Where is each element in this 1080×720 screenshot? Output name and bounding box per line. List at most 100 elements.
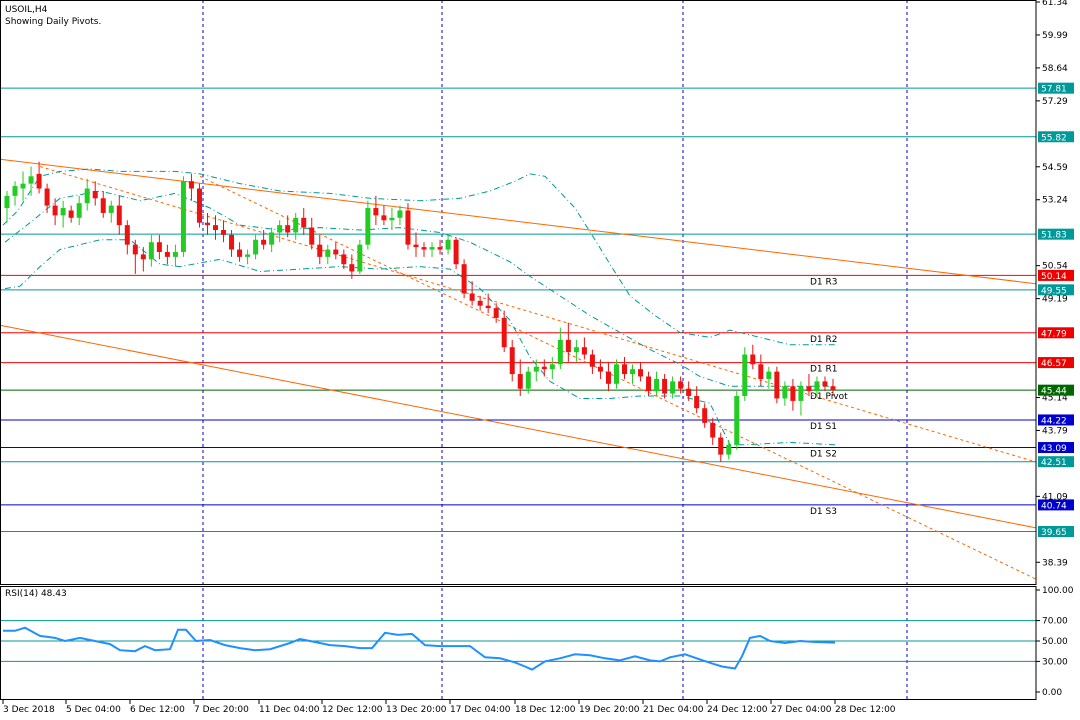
candle-body[interactable] — [718, 437, 724, 455]
candle-body[interactable] — [373, 208, 379, 216]
candle-body[interactable] — [694, 396, 700, 409]
candle-body[interactable] — [630, 369, 636, 375]
candle-body[interactable] — [213, 225, 219, 231]
candle-body[interactable] — [646, 376, 652, 392]
candle-body[interactable] — [686, 388, 692, 397]
candle-body[interactable] — [28, 176, 34, 184]
candle-body[interactable] — [293, 217, 299, 233]
candle-body[interactable] — [309, 227, 315, 245]
candle-body[interactable] — [549, 364, 555, 370]
candle-body[interactable] — [541, 366, 547, 370]
candle-body[interactable] — [830, 386, 836, 391]
candle-body[interactable] — [100, 198, 106, 213]
candle-body[interactable] — [790, 386, 796, 401]
candle-body[interactable] — [188, 181, 194, 189]
candle-body[interactable] — [485, 305, 491, 309]
candle-body[interactable] — [180, 181, 186, 252]
candle-body[interactable] — [573, 347, 579, 353]
candle-body[interactable] — [670, 381, 676, 394]
candle-body[interactable] — [517, 374, 523, 389]
candle-body[interactable] — [509, 347, 515, 375]
candle-body[interactable] — [317, 244, 323, 257]
candle-body[interactable] — [349, 264, 355, 272]
candle-body[interactable] — [750, 354, 756, 365]
candle-body[interactable] — [124, 225, 130, 245]
candle-body[interactable] — [333, 249, 339, 255]
candle-body[interactable] — [766, 371, 772, 379]
candle-body[interactable] — [341, 254, 347, 265]
candle-body[interactable] — [301, 217, 307, 228]
candle-body[interactable] — [52, 205, 58, 216]
candle-body[interactable] — [140, 254, 146, 260]
candle-body[interactable] — [12, 186, 18, 196]
candle-body[interactable] — [605, 371, 611, 384]
candle-body[interactable] — [156, 242, 162, 252]
candle-body[interactable] — [814, 381, 820, 392]
candle-body[interactable] — [261, 239, 267, 245]
candle-body[interactable] — [325, 249, 331, 257]
candle-body[interactable] — [613, 364, 619, 384]
candle-body[interactable] — [429, 247, 435, 250]
candle-body[interactable] — [413, 244, 419, 248]
candle-body[interactable] — [782, 386, 788, 399]
candle-body[interactable] — [734, 396, 740, 445]
candle-body[interactable] — [405, 210, 411, 245]
candle-body[interactable] — [132, 244, 138, 255]
candle-body[interactable] — [253, 239, 259, 255]
candle-body[interactable] — [60, 208, 66, 216]
candle-body[interactable] — [421, 247, 427, 250]
candle-body[interactable] — [662, 378, 668, 394]
candle-body[interactable] — [493, 308, 499, 318]
candle-body[interactable] — [76, 203, 82, 218]
candle-body[interactable] — [68, 210, 74, 218]
candle-body[interactable] — [397, 210, 403, 218]
candle-body[interactable] — [172, 251, 178, 257]
candle-body[interactable] — [453, 239, 459, 265]
candle-body[interactable] — [229, 234, 235, 250]
candle-body[interactable] — [654, 378, 660, 392]
candle-body[interactable] — [277, 225, 283, 233]
candle-body[interactable] — [269, 232, 275, 245]
candle-body[interactable] — [702, 408, 708, 423]
candle-body[interactable] — [710, 422, 716, 438]
candle-body[interactable] — [196, 188, 202, 223]
candle-body[interactable] — [621, 364, 627, 375]
candle-body[interactable] — [164, 251, 170, 257]
candle-body[interactable] — [221, 230, 227, 235]
candle-body[interactable] — [437, 247, 443, 250]
candle-body[interactable] — [798, 386, 804, 401]
candle-body[interactable] — [44, 188, 50, 206]
candle-body[interactable] — [597, 366, 603, 372]
candle-body[interactable] — [357, 244, 363, 272]
candle-body[interactable] — [726, 444, 732, 455]
candle-body[interactable] — [116, 205, 122, 226]
candle-body[interactable] — [84, 188, 90, 204]
candle-body[interactable] — [237, 249, 243, 257]
candle-body[interactable] — [581, 347, 587, 355]
candle-body[interactable] — [758, 364, 764, 379]
candle-body[interactable] — [557, 339, 563, 365]
candle-body[interactable] — [469, 293, 475, 301]
candle-body[interactable] — [525, 371, 531, 389]
candle-body[interactable] — [589, 354, 595, 367]
candle-body[interactable] — [108, 205, 114, 213]
candle-body[interactable] — [533, 366, 539, 372]
candle-body[interactable] — [92, 190, 98, 199]
candle-body[interactable] — [36, 173, 42, 189]
candle-body[interactable] — [565, 339, 571, 353]
candle-body[interactable] — [20, 183, 26, 189]
candle-body[interactable] — [285, 225, 291, 233]
candle-body[interactable] — [4, 195, 10, 209]
candle-body[interactable] — [638, 369, 644, 377]
candle-body[interactable] — [381, 215, 387, 221]
candle-body[interactable] — [806, 386, 812, 392]
candle-body[interactable] — [445, 239, 451, 250]
candle-body[interactable] — [477, 300, 483, 306]
candle-body[interactable] — [245, 254, 251, 257]
candle-body[interactable] — [365, 208, 371, 245]
candle-body[interactable] — [774, 371, 780, 399]
candle-body[interactable] — [461, 264, 467, 294]
candle-body[interactable] — [148, 242, 154, 260]
candle-body[interactable] — [204, 222, 210, 226]
